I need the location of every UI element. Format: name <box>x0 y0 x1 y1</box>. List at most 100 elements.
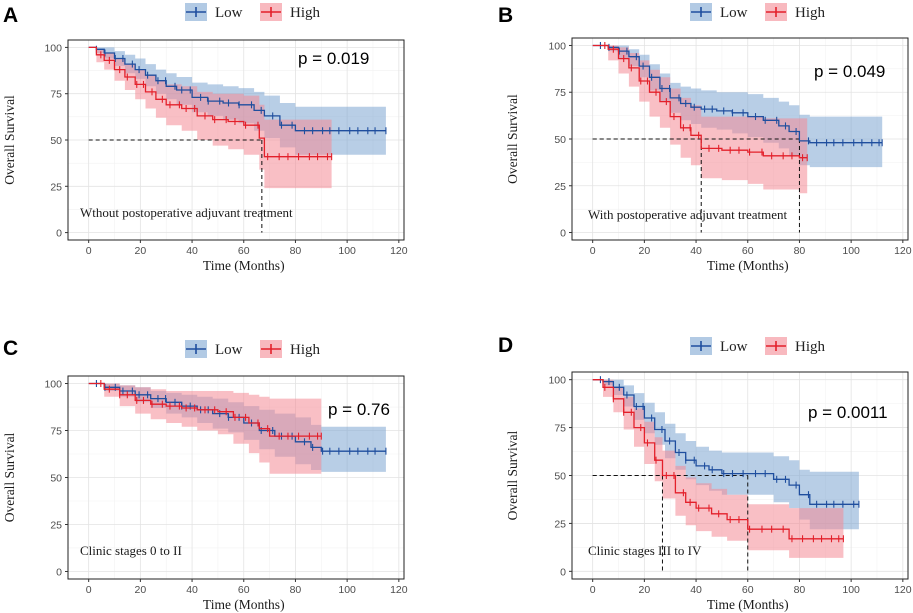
legend-label-low: Low <box>215 342 243 358</box>
panel-letter: D <box>498 334 513 357</box>
x-tick-label: 80 <box>794 245 806 257</box>
legend: Low High <box>185 3 321 21</box>
ci-band-low <box>592 45 883 168</box>
y-tick-label: 0 <box>56 566 62 578</box>
x-tick-label: 60 <box>238 584 250 596</box>
x-tick-label: 20 <box>639 584 651 596</box>
panel-letter: C <box>3 337 18 360</box>
legend-label-low: Low <box>720 5 748 21</box>
survival-curve-low <box>88 382 386 452</box>
y-tick-label: 75 <box>554 423 566 435</box>
ci-band-low <box>592 379 859 530</box>
x-axis-title: Time (Months) <box>707 597 789 612</box>
y-tick-label: 25 <box>50 181 62 193</box>
km-panel-c: C Low High 0 20 40 60 80 100 120 0 25 50 75 100 Time (M… <box>2 337 408 612</box>
legend-label-high: High <box>290 342 321 358</box>
panel-subtitle: Clinic stages III to IV <box>588 543 702 558</box>
panel-letter: A <box>3 4 18 27</box>
x-tick-label: 60 <box>238 245 250 257</box>
y-tick-label: 75 <box>50 426 62 438</box>
ci-band-high <box>88 383 322 474</box>
y-axis-title: Overall Survival <box>2 95 17 185</box>
panel-subtitle: Clinic stages 0 to II <box>80 543 182 558</box>
x-tick-label: 40 <box>186 245 198 257</box>
x-tick-label: 40 <box>690 245 702 257</box>
x-tick-label: 0 <box>590 584 596 596</box>
survival-curve-low <box>88 46 386 132</box>
y-axis-title: Overall Survival <box>2 432 17 522</box>
km-panel-b: B Low High 0 20 40 60 80 100 120 0 25 50 75 100 Time (M… <box>498 3 912 273</box>
x-tick-label: 20 <box>639 245 651 257</box>
x-tick-label: 0 <box>86 245 92 257</box>
plot-area <box>88 380 387 474</box>
x-tick-label: 80 <box>290 245 302 257</box>
x-tick-label: 100 <box>338 584 356 596</box>
y-tick-label: 0 <box>56 228 62 240</box>
x-tick-label: 40 <box>690 584 702 596</box>
p-value-label: p = 0.049 <box>814 62 885 81</box>
ci-band-high <box>88 47 332 189</box>
y-tick-label: 100 <box>548 40 566 52</box>
km-panel-a: A Low High 0 20 40 60 80 100 120 0 25 50 75 100 Time (M… <box>2 3 408 273</box>
x-tick-label: 60 <box>742 584 754 596</box>
y-tick-label: 0 <box>560 566 566 578</box>
x-tick-label: 60 <box>742 245 754 257</box>
x-tick-label: 120 <box>894 245 912 257</box>
plot-area <box>88 45 387 233</box>
y-tick-label: 25 <box>554 518 566 530</box>
y-tick-label: 50 <box>50 135 62 147</box>
x-tick-label: 120 <box>390 584 408 596</box>
panel-letter: B <box>498 4 513 27</box>
x-tick-label: 80 <box>290 584 302 596</box>
x-axis-title: Time (Months) <box>203 597 285 612</box>
y-tick-label: 50 <box>554 471 566 483</box>
p-value-label: p = 0.76 <box>328 400 390 419</box>
x-tick-label: 120 <box>390 245 408 257</box>
legend: Low High <box>690 3 826 21</box>
x-tick-label: 0 <box>590 245 596 257</box>
panel-subtitle: Wthout postoperative adjuvant treatment <box>80 205 293 220</box>
y-axis-title: Overall Survival <box>505 94 520 184</box>
p-value-label: p = 0.0011 <box>808 403 888 422</box>
y-tick-label: 0 <box>560 228 566 240</box>
panel-subtitle: With postoperative adjuvant treatment <box>588 207 787 222</box>
y-tick-label: 50 <box>50 473 62 485</box>
km-panel-d: D Low High 0 20 40 60 80 100 120 0 25 50 75 100 Time (M… <box>498 334 912 612</box>
y-tick-label: 100 <box>44 379 62 391</box>
legend-label-high: High <box>795 339 826 355</box>
x-tick-label: 40 <box>186 584 198 596</box>
survival-curve-high <box>592 44 808 159</box>
legend-label-low: Low <box>215 5 243 21</box>
x-tick-label: 80 <box>794 584 806 596</box>
y-tick-label: 100 <box>44 42 62 54</box>
survival-curve-high <box>88 46 332 158</box>
p-value-label: p = 0.019 <box>298 49 369 68</box>
plot-area <box>592 376 860 572</box>
y-tick-label: 100 <box>548 375 566 387</box>
y-tick-label: 75 <box>50 89 62 101</box>
x-axis-title: Time (Months) <box>707 258 789 273</box>
x-axis-title: Time (Months) <box>203 258 285 273</box>
x-tick-label: 100 <box>338 245 356 257</box>
legend-label-high: High <box>290 5 321 21</box>
legend: Low High <box>185 340 321 358</box>
legend: Low High <box>690 337 826 355</box>
x-tick-label: 20 <box>135 584 147 596</box>
plot-area <box>592 41 883 233</box>
x-tick-label: 20 <box>135 245 147 257</box>
y-tick-label: 75 <box>554 87 566 99</box>
y-tick-label: 25 <box>554 181 566 193</box>
x-tick-label: 100 <box>842 245 860 257</box>
ci-band-high <box>592 379 844 558</box>
survival-curve-low <box>592 379 859 505</box>
x-tick-label: 100 <box>842 584 860 596</box>
survival-curve-low <box>592 44 883 144</box>
x-tick-label: 120 <box>894 584 912 596</box>
ci-band-high <box>592 45 808 194</box>
y-axis-title: Overall Survival <box>505 430 520 520</box>
y-tick-label: 25 <box>50 519 62 531</box>
legend-label-low: Low <box>720 339 748 355</box>
legend-label-high: High <box>795 5 826 21</box>
survival-curve-high <box>592 379 844 540</box>
